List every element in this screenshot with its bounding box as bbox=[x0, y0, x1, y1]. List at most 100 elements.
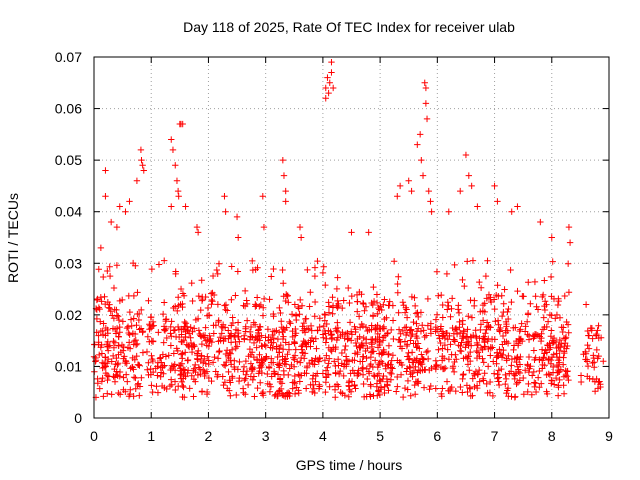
data-point bbox=[284, 351, 291, 358]
data-point bbox=[285, 341, 293, 348]
data-point bbox=[282, 361, 290, 368]
data-point bbox=[155, 261, 163, 268]
data-point bbox=[554, 392, 562, 399]
data-point bbox=[145, 359, 152, 366]
data-point bbox=[307, 381, 314, 388]
data-point bbox=[457, 383, 464, 391]
data-point bbox=[458, 339, 465, 346]
data-point bbox=[554, 301, 562, 309]
data-point bbox=[249, 334, 256, 341]
data-point bbox=[491, 182, 498, 190]
data-point bbox=[489, 344, 496, 351]
data-point bbox=[407, 337, 414, 344]
data-point bbox=[325, 355, 333, 362]
data-point bbox=[122, 371, 130, 378]
data-point bbox=[303, 370, 310, 377]
data-point bbox=[439, 301, 446, 309]
data-point bbox=[236, 358, 243, 366]
data-point bbox=[175, 326, 183, 333]
data-point bbox=[559, 328, 566, 336]
data-point bbox=[376, 306, 383, 313]
data-point bbox=[514, 287, 521, 295]
data-point bbox=[551, 381, 558, 388]
data-point bbox=[94, 375, 101, 383]
data-point bbox=[280, 333, 287, 340]
data-point bbox=[539, 326, 547, 333]
data-point bbox=[385, 342, 393, 349]
data-point bbox=[411, 302, 419, 310]
data-point bbox=[205, 357, 212, 364]
data-point bbox=[154, 372, 161, 379]
data-point bbox=[312, 378, 319, 385]
data-point bbox=[421, 79, 428, 86]
data-point bbox=[348, 229, 355, 236]
data-point bbox=[149, 368, 157, 376]
data-point bbox=[228, 263, 235, 270]
data-point bbox=[362, 324, 370, 331]
data-point bbox=[363, 354, 370, 362]
data-point bbox=[366, 391, 374, 398]
data-point bbox=[227, 392, 234, 399]
data-point bbox=[556, 376, 563, 384]
data-point bbox=[96, 385, 103, 392]
data-point bbox=[104, 330, 112, 337]
data-point bbox=[328, 334, 336, 342]
data-point bbox=[305, 326, 312, 333]
data-point bbox=[590, 352, 597, 359]
data-point bbox=[507, 266, 514, 274]
data-point bbox=[451, 338, 459, 345]
data-point bbox=[538, 334, 545, 342]
data-point bbox=[466, 384, 473, 392]
data-point bbox=[167, 342, 175, 349]
data-point bbox=[270, 265, 277, 273]
data-point bbox=[412, 310, 420, 317]
data-point bbox=[219, 321, 227, 328]
data-point bbox=[305, 339, 312, 346]
data-point bbox=[502, 380, 509, 388]
data-point bbox=[297, 234, 305, 241]
data-point bbox=[96, 351, 103, 359]
data-point bbox=[549, 258, 556, 265]
data-point bbox=[541, 362, 548, 369]
data-point bbox=[129, 354, 136, 362]
data-point bbox=[292, 330, 300, 337]
data-point bbox=[227, 379, 234, 386]
data-point bbox=[211, 353, 218, 361]
data-point bbox=[132, 374, 139, 382]
data-point bbox=[265, 364, 273, 372]
data-point bbox=[494, 317, 502, 324]
data-point bbox=[561, 349, 568, 357]
data-point bbox=[448, 295, 456, 302]
data-point bbox=[94, 295, 101, 303]
x-tick-label: 0 bbox=[90, 428, 98, 444]
data-point bbox=[311, 298, 319, 306]
data-point bbox=[157, 354, 164, 361]
data-point bbox=[100, 273, 107, 281]
data-point bbox=[474, 203, 481, 210]
data-point bbox=[114, 360, 122, 367]
x-tick-label: 2 bbox=[205, 428, 213, 444]
data-point bbox=[550, 363, 557, 371]
data-point bbox=[408, 187, 415, 195]
data-point bbox=[418, 156, 425, 164]
data-point bbox=[388, 357, 395, 364]
data-point bbox=[230, 333, 238, 341]
data-point bbox=[107, 218, 115, 226]
data-point bbox=[577, 378, 585, 386]
data-point bbox=[222, 208, 229, 215]
data-point bbox=[346, 299, 353, 307]
data-point bbox=[546, 340, 553, 347]
data-point bbox=[536, 367, 543, 375]
data-point bbox=[387, 361, 394, 368]
data-point bbox=[223, 347, 231, 354]
data-point bbox=[427, 382, 434, 390]
data-point bbox=[565, 289, 573, 296]
data-point bbox=[124, 323, 132, 330]
data-point bbox=[212, 368, 219, 375]
data-point bbox=[234, 327, 242, 334]
data-point bbox=[422, 100, 430, 107]
data-point bbox=[443, 270, 451, 278]
data-point bbox=[115, 342, 122, 349]
data-point bbox=[241, 287, 249, 295]
data-point bbox=[370, 348, 377, 355]
